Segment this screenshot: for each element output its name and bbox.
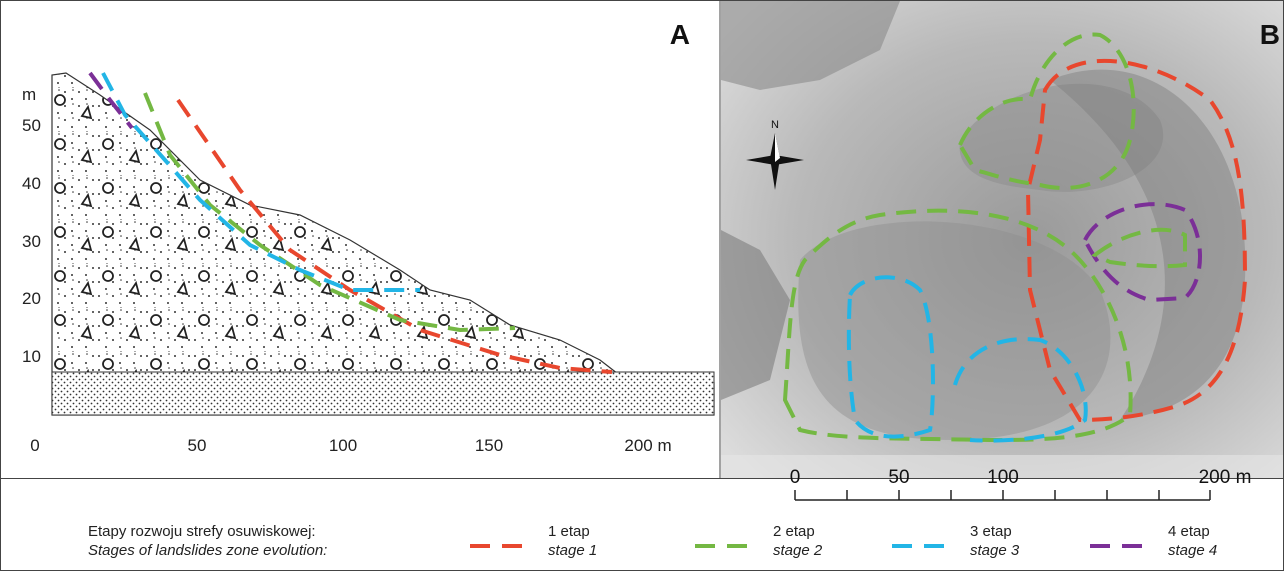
relief — [721, 455, 1283, 478]
north-label: N — [771, 119, 779, 131]
y-tick-label: 40 — [22, 174, 41, 193]
stage-outline — [1025, 58, 1248, 423]
x-tick-label: 150 — [475, 436, 503, 455]
stage-outline — [957, 32, 1136, 190]
scale-label: 100 — [987, 467, 1019, 488]
scale-label: 200 m — [1199, 467, 1252, 488]
legend-label: 1 etap — [548, 523, 590, 540]
legend: Etapy rozwoju strefy osuwiskowej: Stages… — [88, 523, 1217, 559]
stage-outline — [953, 337, 1088, 443]
panel-b: N B 0 50 100 200 m — [721, 1, 1283, 501]
y-tick-label: 30 — [22, 232, 41, 251]
relief — [721, 230, 790, 400]
panel-label: A — [670, 19, 690, 50]
y-tick-label: 20 — [22, 289, 41, 308]
legend-label: stage 2 — [773, 542, 823, 559]
stage-outline — [782, 208, 1133, 443]
x-tick-label: 100 — [329, 436, 357, 455]
legend-label: 2 etap — [773, 523, 815, 540]
x-tick-label: 0 — [30, 436, 39, 455]
y-tick-label: 10 — [22, 347, 41, 366]
stage-line — [176, 98, 613, 374]
legend-label: 4 etap — [1168, 523, 1210, 540]
stage-line — [88, 71, 134, 130]
legend-label: stage 4 — [1168, 542, 1217, 559]
north-arrow — [746, 133, 804, 190]
scale-bar — [794, 490, 1211, 501]
stage-outline — [1091, 227, 1187, 269]
panel-label: B — [1260, 19, 1280, 50]
legend-title: Stages of landslides zone evolution: — [88, 542, 327, 559]
relief — [959, 83, 1164, 192]
relief — [721, 1, 900, 90]
relief — [1050, 69, 1246, 420]
scale-label: 50 — [888, 467, 909, 488]
scale-label: 0 — [790, 467, 801, 488]
relief — [798, 221, 1111, 440]
panel-a: A m 50 40 30 20 10 0 50 100 150 200 m — [22, 19, 715, 455]
legend-label: stage 1 — [548, 542, 597, 559]
stage-outline — [1082, 202, 1202, 303]
legend-label: 3 etap — [970, 523, 1012, 540]
stage-line — [143, 92, 516, 333]
x-tick-label: 200 m — [624, 436, 671, 455]
y-unit: m — [22, 85, 36, 104]
bedrock — [51, 371, 715, 416]
legend-title: Etapy rozwoju strefy osuwiskowej: — [88, 523, 316, 540]
y-tick-label: 50 — [22, 116, 41, 135]
stage-line — [101, 72, 420, 292]
legend-label: stage 3 — [970, 542, 1020, 559]
stage-outline — [846, 275, 935, 439]
x-tick-label: 50 — [188, 436, 207, 455]
